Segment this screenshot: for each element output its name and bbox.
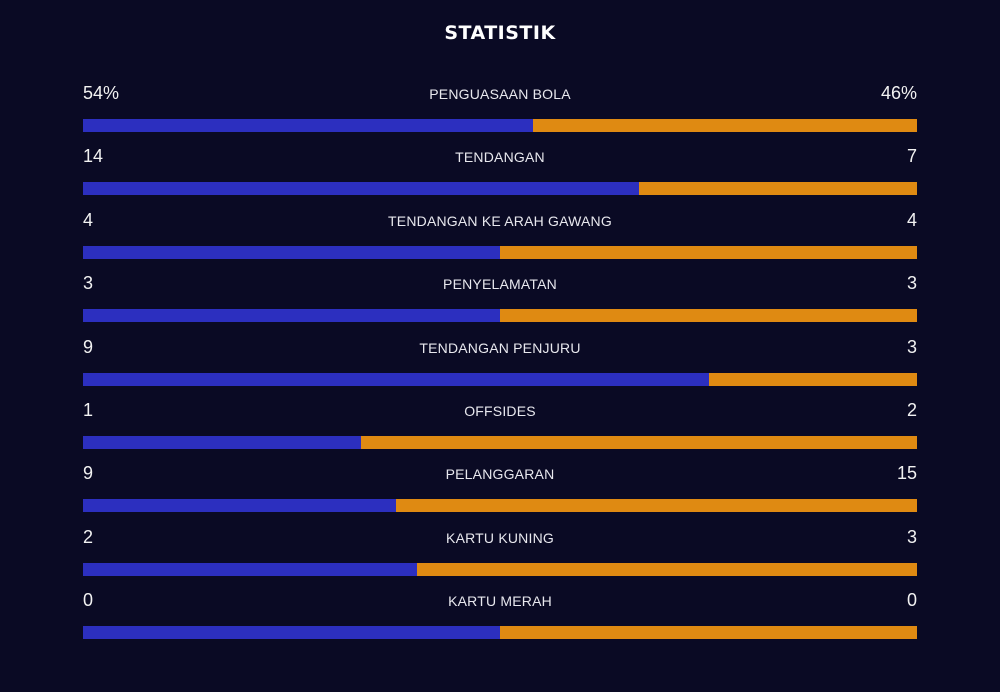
away-share-bar	[360, 435, 917, 449]
away-value: 4	[906, 209, 917, 230]
stat-label: PENGUASAAN BOLA	[429, 86, 571, 102]
away-value: 7	[906, 146, 917, 167]
stat-bar	[83, 245, 917, 259]
stat-row: 54% PENGUASAAN BOLA 46%	[83, 78, 917, 141]
home-value: 4	[83, 209, 94, 230]
stat-row: 1 OFFSIDES 2	[83, 395, 917, 458]
stat-bar	[83, 182, 917, 196]
away-share-bar	[500, 626, 917, 640]
home-share-bar	[83, 309, 500, 323]
home-share-bar	[83, 245, 500, 259]
away-value: 3	[906, 273, 917, 294]
home-value: 14	[83, 146, 104, 167]
away-share-bar	[708, 372, 917, 386]
stat-bar	[83, 372, 917, 386]
stat-bar	[83, 562, 917, 576]
home-value: 9	[83, 463, 94, 484]
stat-label: TENDANGAN PENJURU	[419, 339, 581, 356]
home-value: 9	[83, 336, 94, 357]
away-value: 2	[906, 399, 917, 420]
home-share-bar	[83, 499, 396, 513]
stat-label: OFFSIDES	[464, 402, 536, 419]
away-value: 3	[906, 526, 917, 547]
panel-title: STATISTIK	[444, 22, 556, 44]
away-share-bar	[639, 182, 917, 196]
stat-row: 9 TENDANGAN PENJURU 3	[83, 332, 917, 395]
home-share-bar	[83, 119, 534, 132]
home-share-bar	[83, 435, 361, 449]
away-value: 15	[896, 463, 917, 484]
stat-label: KARTU KUNING	[446, 529, 554, 546]
stat-bar	[83, 435, 917, 449]
stat-row: 14 TENDANGAN 7	[83, 141, 917, 204]
home-share-bar	[83, 626, 500, 640]
home-share-bar	[83, 562, 417, 576]
stat-label: PELANGGARAN	[445, 466, 555, 483]
away-value: 46%	[880, 83, 917, 103]
home-value: 1	[83, 399, 94, 420]
stats-list: 54% PENGUASAAN BOLA 46% 14 TENDANGAN 7 4 TENDAN…	[83, 78, 917, 649]
away-share-bar	[500, 309, 917, 323]
home-value: 2	[83, 526, 94, 547]
stat-row: 4 TENDANGAN KE ARAH GAWANG 4	[83, 205, 917, 268]
stat-bar	[83, 499, 917, 513]
away-share-bar	[416, 562, 917, 576]
home-value: 54%	[83, 83, 120, 103]
away-share-bar	[395, 499, 917, 513]
stat-bar	[83, 309, 917, 323]
stat-bar	[83, 119, 917, 132]
home-value: 0	[83, 590, 94, 611]
stat-row: 0 KARTU MERAH 0	[83, 585, 917, 648]
stat-bar	[83, 626, 917, 640]
home-share-bar	[83, 182, 640, 196]
stat-label: KARTU MERAH	[448, 593, 552, 610]
stat-row: 2 KARTU KUNING 3	[83, 522, 917, 585]
stat-label: TENDANGAN	[455, 149, 545, 166]
away-value: 3	[906, 336, 917, 357]
home-share-bar	[83, 372, 709, 386]
home-value: 3	[83, 273, 94, 294]
away-value: 0	[906, 590, 917, 611]
away-share-bar	[533, 119, 917, 132]
stat-row: 3 PENYELAMATAN 3	[83, 268, 917, 331]
stat-row: 9 PELANGGARAN 15	[83, 458, 917, 521]
away-share-bar	[500, 245, 917, 259]
stat-label: TENDANGAN KE ARAH GAWANG	[388, 212, 612, 229]
stat-label: PENYELAMATAN	[443, 276, 557, 293]
